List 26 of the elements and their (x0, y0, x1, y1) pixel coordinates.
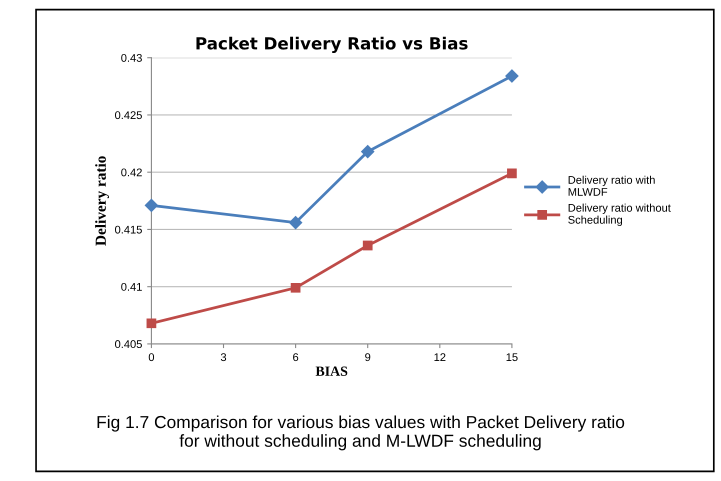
point (361, 145, 374, 158)
x-tick-label: 9 (365, 353, 370, 362)
caption: Fig 1.7 Comparison for various bias values with Packet Delivery ratio for without scheduling and M-LWDF scheduling (98, 415, 624, 450)
x-tick-label: 3 (220, 353, 226, 362)
point (144, 198, 158, 212)
x-tick-label: 12 (434, 353, 446, 361)
x-tick-label: 6 (293, 353, 298, 362)
y-tick-label: 0.42 (121, 168, 142, 176)
x-axis-title: BIAS (316, 366, 348, 376)
point (289, 216, 302, 230)
y-tick-label: 0.405 (115, 340, 142, 348)
y-tick-label: 0.415 (115, 226, 142, 234)
point (290, 282, 300, 293)
y-axis-title: Delivery ratio (95, 156, 110, 246)
chart-title: Packet Delivery Ratio vs Bias (196, 36, 468, 53)
point (146, 318, 156, 328)
x-tick-label: 0 (148, 353, 154, 362)
x-tick-label: 15 (506, 353, 518, 362)
y-tick-label: 0.425 (115, 111, 142, 120)
y-tick-label: 0.43 (121, 54, 142, 62)
y-tick-label: 0.41 (121, 282, 142, 291)
point (505, 69, 518, 83)
legend-label: Delivery ratio without Scheduling (568, 204, 671, 226)
point (362, 240, 373, 250)
legend-label: Delivery ratio with MLWDF (568, 176, 655, 196)
point (507, 168, 517, 178)
